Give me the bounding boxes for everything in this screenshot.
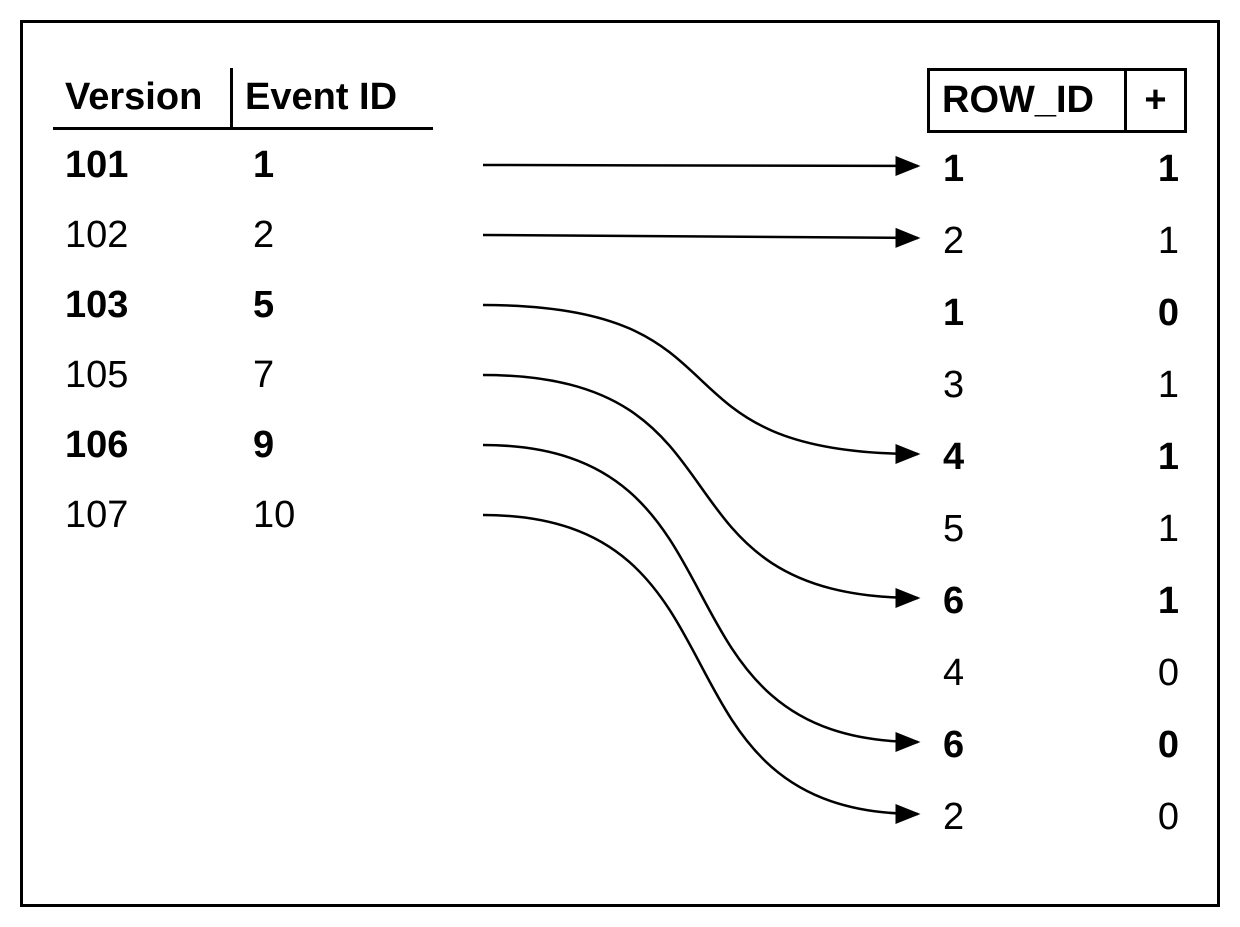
event-id-cell: 2 bbox=[233, 210, 433, 261]
left-table-row: 1057 bbox=[53, 340, 433, 410]
right-table-body: 11211031415161406020 bbox=[927, 133, 1187, 853]
plus-cell: 1 bbox=[1127, 216, 1187, 267]
right-table-row: 41 bbox=[927, 421, 1187, 493]
version-cell: 107 bbox=[53, 490, 233, 541]
mapping-arrow bbox=[483, 305, 918, 454]
plus-cell: 0 bbox=[1127, 792, 1187, 843]
plus-cell: 1 bbox=[1127, 360, 1187, 411]
row-id-cell: 1 bbox=[927, 288, 1127, 339]
right-table-row: 21 bbox=[927, 205, 1187, 277]
plus-cell: 0 bbox=[1127, 648, 1187, 699]
row-id-cell: 4 bbox=[927, 648, 1127, 699]
row-id-cell: 2 bbox=[927, 792, 1127, 843]
left-table-header: Version Event ID bbox=[53, 68, 433, 130]
plus-cell: 0 bbox=[1127, 720, 1187, 771]
header-row-id: ROW_ID bbox=[927, 68, 1127, 133]
version-cell: 101 bbox=[53, 140, 233, 191]
mapping-arrow bbox=[483, 515, 918, 814]
mapping-arrow bbox=[483, 375, 918, 598]
version-cell: 103 bbox=[53, 280, 233, 331]
plus-cell: 1 bbox=[1127, 576, 1187, 627]
event-id-cell: 9 bbox=[233, 420, 433, 471]
row-id-cell: 2 bbox=[927, 216, 1127, 267]
event-id-cell: 1 bbox=[233, 140, 433, 191]
plus-cell: 1 bbox=[1127, 504, 1187, 555]
right-table-row: 10 bbox=[927, 277, 1187, 349]
plus-cell: 0 bbox=[1127, 288, 1187, 339]
row-id-cell: 1 bbox=[927, 144, 1127, 195]
row-id-cell: 6 bbox=[927, 720, 1127, 771]
right-table-row: 61 bbox=[927, 565, 1187, 637]
event-id-cell: 10 bbox=[233, 490, 433, 541]
row-id-cell: 3 bbox=[927, 360, 1127, 411]
right-table-row: 51 bbox=[927, 493, 1187, 565]
right-table-row: 40 bbox=[927, 637, 1187, 709]
mapping-arrow bbox=[483, 165, 918, 166]
header-event-id: Event ID bbox=[233, 68, 433, 127]
version-cell: 102 bbox=[53, 210, 233, 261]
right-table-header: ROW_ID + bbox=[927, 68, 1187, 133]
header-plus: + bbox=[1127, 68, 1187, 133]
mapping-arrow bbox=[483, 235, 918, 238]
left-table-row: 1022 bbox=[53, 200, 433, 270]
left-table-row: 10710 bbox=[53, 480, 433, 550]
plus-cell: 1 bbox=[1127, 144, 1187, 195]
mapping-arrow bbox=[483, 445, 918, 742]
right-table-row: 60 bbox=[927, 709, 1187, 781]
left-table-row: 1035 bbox=[53, 270, 433, 340]
right-table-row: 20 bbox=[927, 781, 1187, 853]
right-table-row: 11 bbox=[927, 133, 1187, 205]
version-cell: 105 bbox=[53, 350, 233, 401]
left-table-row: 1011 bbox=[53, 130, 433, 200]
header-version: Version bbox=[53, 68, 233, 127]
row-id-cell: 5 bbox=[927, 504, 1127, 555]
event-id-cell: 5 bbox=[233, 280, 433, 331]
plus-cell: 1 bbox=[1127, 432, 1187, 483]
left-table: Version Event ID 10111022103510571069107… bbox=[53, 68, 433, 550]
left-table-body: 1011102210351057106910710 bbox=[53, 130, 433, 550]
right-table-row: 31 bbox=[927, 349, 1187, 421]
event-id-cell: 7 bbox=[233, 350, 433, 401]
version-cell: 106 bbox=[53, 420, 233, 471]
row-id-cell: 4 bbox=[927, 432, 1127, 483]
row-id-cell: 6 bbox=[927, 576, 1127, 627]
left-table-row: 1069 bbox=[53, 410, 433, 480]
diagram-container: Version Event ID 10111022103510571069107… bbox=[20, 20, 1220, 907]
right-table: ROW_ID + 11211031415161406020 bbox=[927, 68, 1187, 853]
